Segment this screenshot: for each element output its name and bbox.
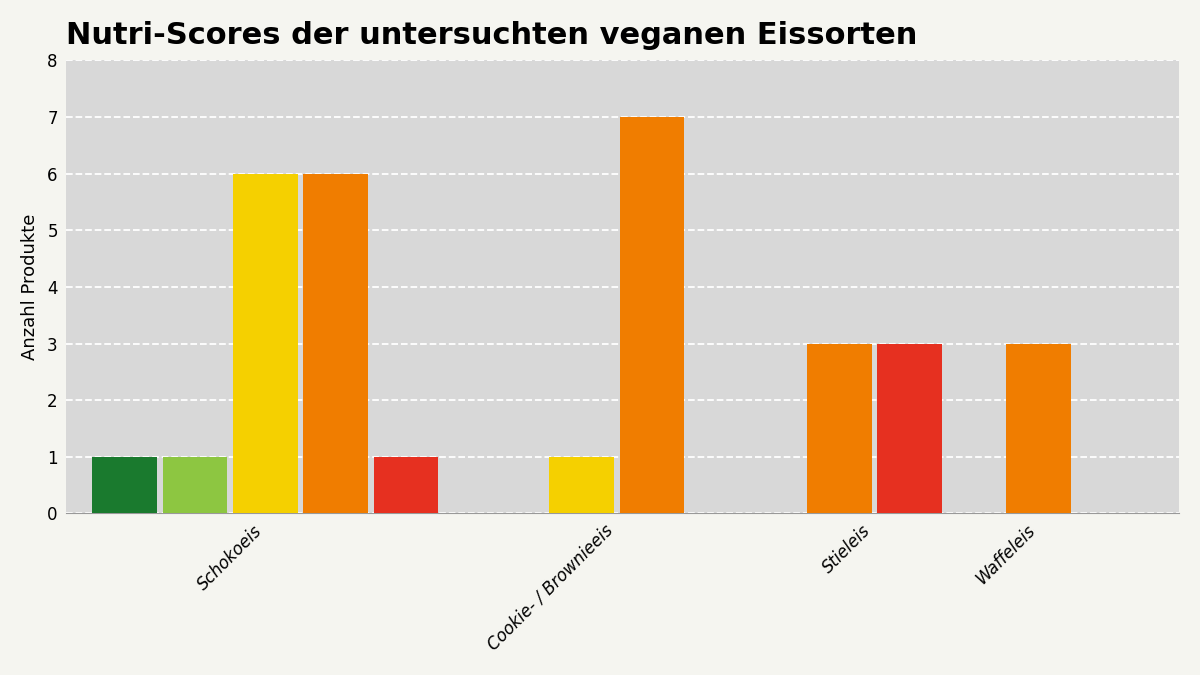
Bar — [163, 457, 227, 514]
Bar — [373, 457, 438, 514]
Bar — [233, 173, 298, 514]
Y-axis label: Anzahl Produkte: Anzahl Produkte — [20, 214, 38, 360]
Bar — [304, 173, 368, 514]
Bar — [619, 117, 684, 514]
Bar — [808, 344, 871, 514]
Bar — [877, 344, 942, 514]
Bar — [1007, 344, 1070, 514]
Bar — [92, 457, 157, 514]
Text: Nutri-Scores der untersuchten veganen Eissorten: Nutri-Scores der untersuchten veganen Ei… — [66, 21, 918, 50]
Bar — [550, 457, 614, 514]
